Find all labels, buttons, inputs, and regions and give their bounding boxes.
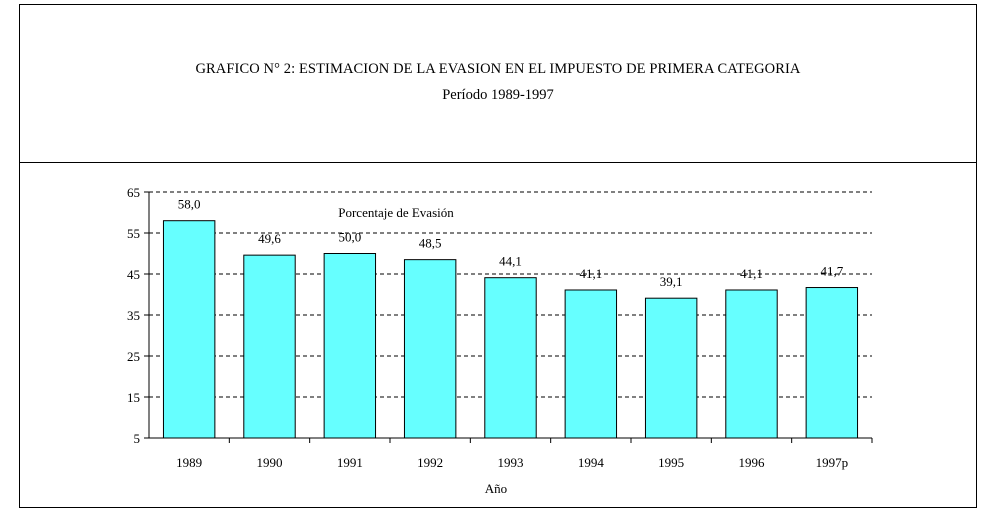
bars <box>162 220 859 439</box>
axes: 5 15 25 35 45 55 65 1989 1990 1991 1992 1993 1994 199… <box>127 185 873 470</box>
data-label: 50,0 <box>338 230 361 245</box>
legend-entry: Porcentaje de Evasión <box>338 205 454 220</box>
x-axis-label: Año <box>485 481 507 496</box>
chart-title: GRAFICO N° 2: ESTIMACION DE LA EVASION E… <box>195 61 801 77</box>
y-tick-label: 45 <box>127 267 140 282</box>
data-label: 41,1 <box>579 266 602 281</box>
x-tick-label: 1996 <box>739 455 766 470</box>
x-tick-label: 1994 <box>578 455 605 470</box>
chart-subtitle: Período 1989-1997 <box>442 87 554 103</box>
y-tick-label: 25 <box>127 349 140 364</box>
y-tick-label: 5 <box>134 431 141 446</box>
chart-frame: GRAFICO N° 2: ESTIMACION DE LA EVASION E… <box>19 4 977 508</box>
bar <box>564 289 618 439</box>
bar <box>484 277 537 439</box>
x-tick-label: 1992 <box>417 455 443 470</box>
x-tick-label: 1995 <box>658 455 684 470</box>
bar <box>403 259 457 439</box>
data-label: 58,0 <box>178 197 201 212</box>
x-tick-label: 1989 <box>176 455 202 470</box>
y-tick-label: 55 <box>127 226 140 241</box>
data-label: 41,7 <box>820 264 843 279</box>
bar <box>805 287 859 439</box>
y-tick-label: 15 <box>127 390 140 405</box>
data-label: 49,6 <box>258 231 281 246</box>
y-tick-label: 35 <box>127 308 140 323</box>
bar <box>725 289 778 439</box>
data-label: 48,5 <box>419 236 442 251</box>
data-labels: 58,0 49,6 50,0 48,5 44,1 41,1 39,1 41,1 41,7 <box>178 197 844 289</box>
bar <box>644 297 698 439</box>
y-tick-label: 65 <box>127 185 140 200</box>
x-tick-label: 1990 <box>257 455 283 470</box>
chart-header: GRAFICO N° 2: ESTIMACION DE LA EVASION E… <box>20 5 976 163</box>
bar <box>243 254 296 439</box>
data-label: 41,1 <box>740 266 763 281</box>
x-tick-label: 1991 <box>337 455 363 470</box>
data-label: 44,1 <box>499 254 522 269</box>
data-label: 39,1 <box>660 274 683 289</box>
bar <box>323 253 377 439</box>
x-tick-label: 1997p <box>816 455 849 470</box>
bar <box>162 220 216 439</box>
x-tick-label: 1993 <box>498 455 524 470</box>
